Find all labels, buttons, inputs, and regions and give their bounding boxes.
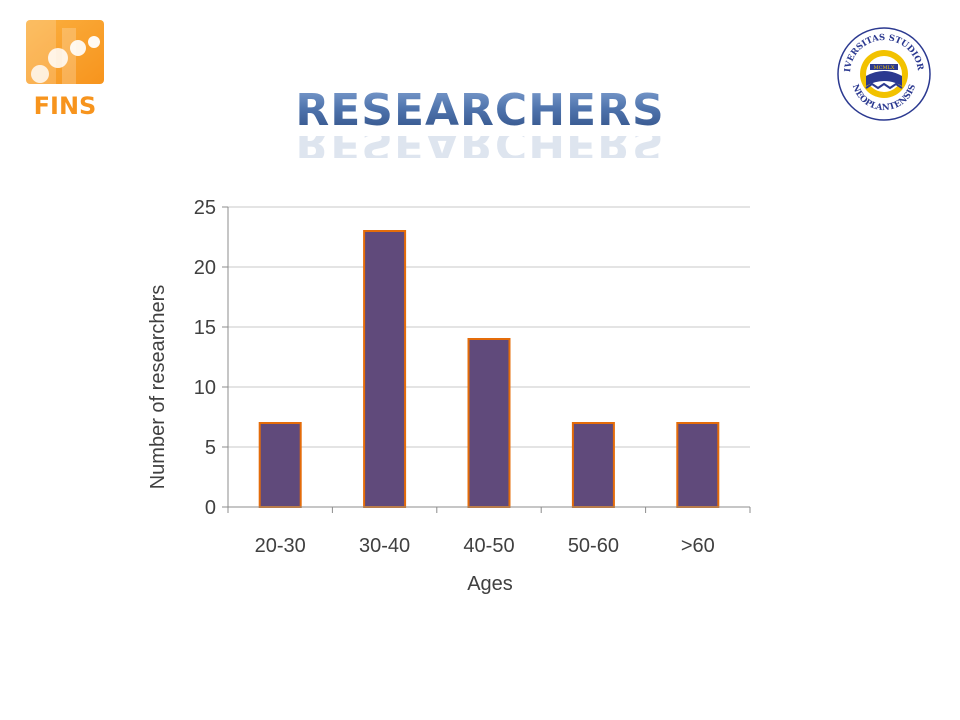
y-tick-labels: 0 5 10 15 20 25 (194, 197, 216, 519)
bar-40-50 (467, 338, 511, 508)
bar-30-40 (363, 230, 407, 508)
y-tick-label: 5 (205, 437, 216, 459)
university-seal: MCMLX UNIVERSITAS STUDIORUM NEOPLANTENSI… (836, 26, 931, 121)
y-tick-label: 25 (194, 197, 216, 219)
y-tick-label: 10 (194, 377, 216, 399)
y-tick-label: 0 (205, 497, 216, 519)
bar->60 (676, 422, 720, 508)
slide-title: RESEARCHERS (240, 86, 720, 136)
x-tick-label: 30-40 (359, 535, 410, 557)
x-tick-label: >60 (681, 535, 715, 557)
seal-year-text: MCMLX (874, 65, 895, 71)
bar-50-60 (571, 422, 615, 508)
fins-logo-text: FINS (34, 92, 97, 118)
slide-title-block: RESEARCHERS RESEARCHERS (240, 86, 720, 166)
slide-title-reflection: RESEARCHERS (240, 136, 720, 158)
x-tick-label: 50-60 (568, 535, 619, 557)
y-tick-label: 15 (194, 317, 216, 339)
x-tick-label: 20-30 (255, 535, 306, 557)
y-tick-label: 20 (194, 257, 216, 279)
bar-20-30 (258, 422, 302, 508)
x-tick-label: 40-50 (463, 535, 514, 557)
axes (222, 206, 751, 513)
x-axis-title: Ages (467, 573, 513, 595)
fins-logo: FINS (26, 20, 104, 118)
y-axis-title: Number of researchers (147, 285, 169, 490)
x-tick-labels: 20-30 30-40 40-50 50-60 >60 (255, 535, 715, 557)
bars (258, 230, 720, 508)
